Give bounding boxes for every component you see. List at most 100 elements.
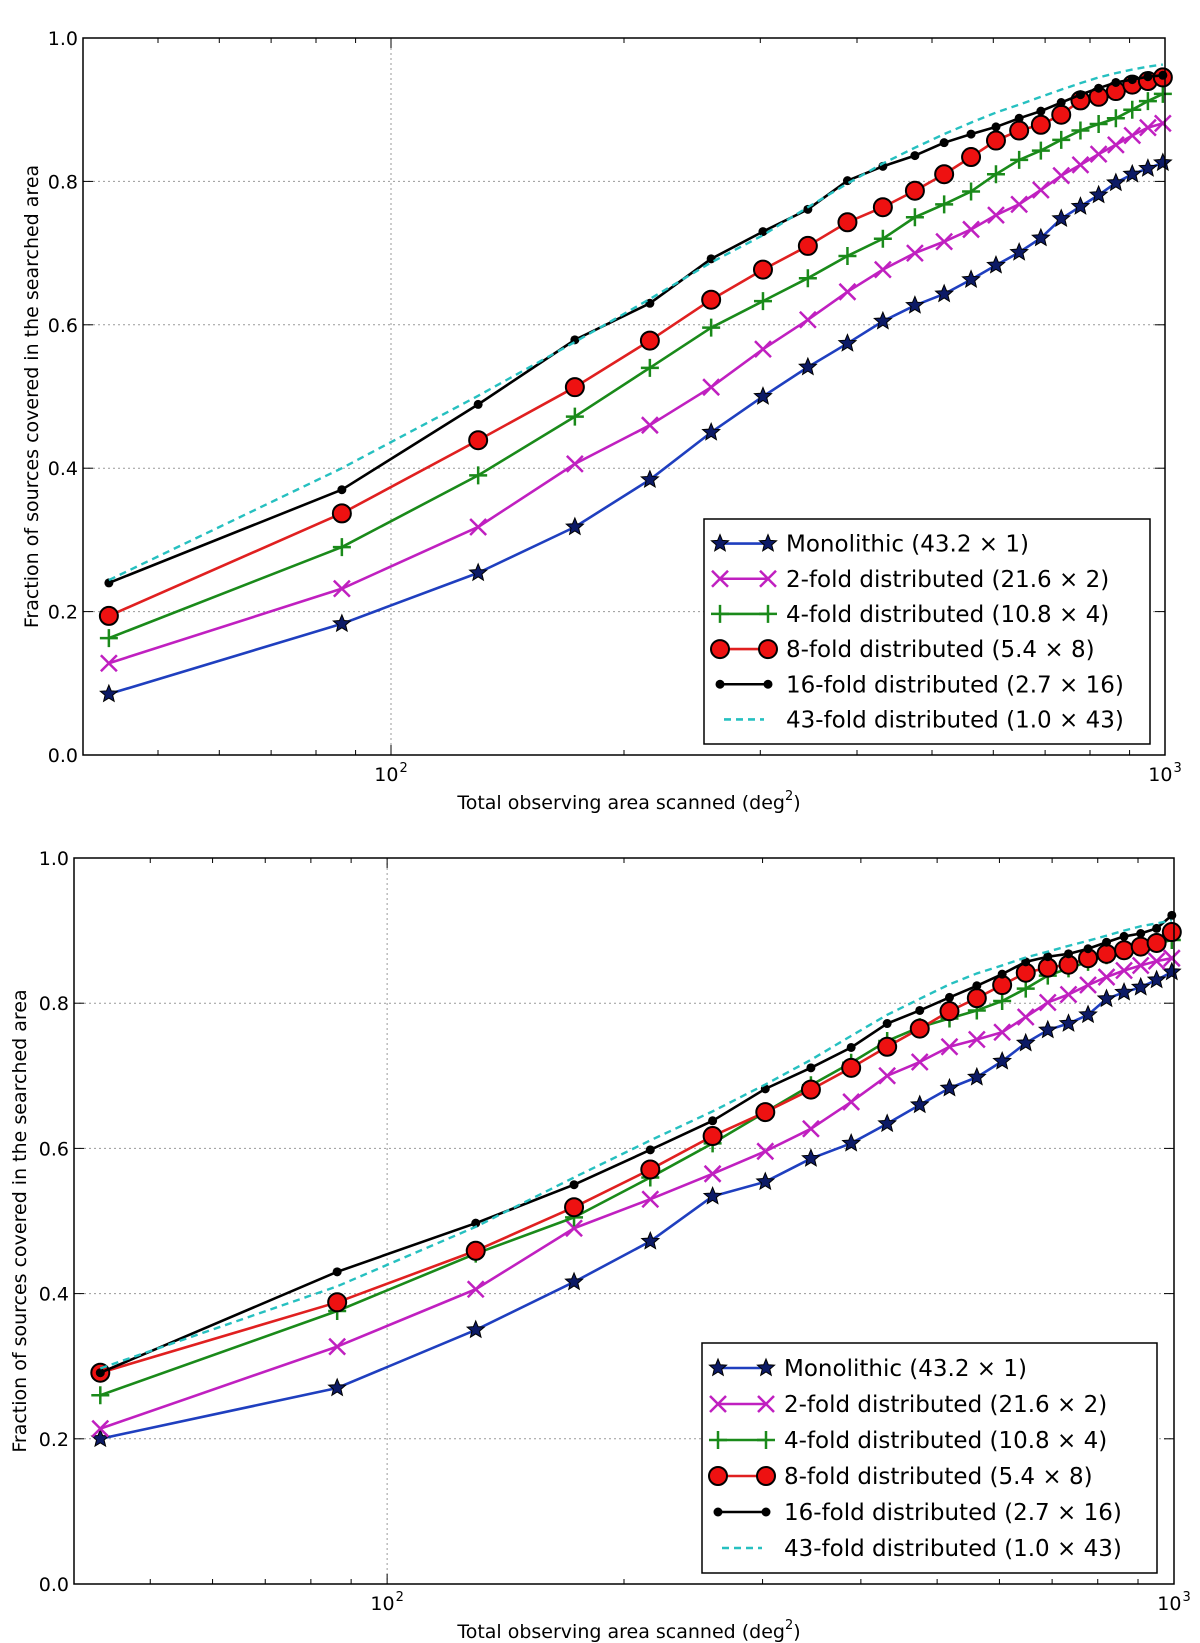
data-point (1052, 166, 1071, 185)
legend-label: 8-fold distributed (5.4 × 8) (784, 1464, 1093, 1490)
y-tick-label: 0.4 (48, 458, 78, 480)
data-point (993, 1023, 1012, 1042)
data-point (1070, 196, 1091, 215)
data-point (1038, 993, 1057, 1012)
data-point (939, 138, 949, 148)
legend-marker (758, 639, 778, 660)
data-point (473, 399, 483, 409)
legend-marker (708, 1466, 728, 1486)
data-point (640, 469, 660, 489)
data-point (328, 1337, 347, 1356)
data-point (1058, 954, 1079, 975)
data-point (904, 180, 925, 201)
data-point (1138, 92, 1157, 111)
data-point (1130, 976, 1151, 996)
legend-marker (715, 679, 725, 689)
data-point (1139, 118, 1157, 137)
series-line (99, 938, 1173, 1397)
series-none (108, 63, 1164, 582)
data-point (985, 130, 1006, 151)
data-point (962, 182, 981, 201)
data-point (465, 1319, 486, 1339)
data-point (1147, 952, 1166, 970)
data-point (1096, 988, 1117, 1008)
legend-marker (756, 1357, 776, 1377)
data-point (331, 503, 352, 524)
data-point (801, 1148, 821, 1167)
data-point (1031, 141, 1050, 160)
data-point (935, 232, 954, 251)
x-tick-label: 102 (370, 1590, 403, 1615)
data-point (104, 578, 114, 588)
data-point (939, 1001, 960, 1022)
legend-marker (759, 604, 777, 623)
y-tick-label: 1.0 (48, 28, 78, 50)
data-point (1146, 969, 1167, 989)
data-point (873, 229, 892, 248)
y-tick-label: 0.4 (39, 1284, 69, 1306)
data-point (1075, 90, 1085, 100)
data-point (1009, 120, 1030, 141)
data-point (841, 1057, 862, 1078)
series-dot (104, 70, 1168, 588)
data-point (905, 208, 924, 227)
data-point (877, 1113, 897, 1133)
data-point (910, 1053, 929, 1071)
series-none (99, 919, 1173, 1370)
data-point (1143, 72, 1153, 82)
legend-marker (759, 569, 777, 588)
plot-frame (73, 857, 1175, 1585)
data-point (564, 377, 585, 398)
data-point (469, 518, 488, 536)
data-point (1138, 158, 1158, 177)
data-point (1051, 104, 1072, 125)
data-point (639, 330, 660, 351)
legend-marker (709, 1395, 727, 1413)
data-point (1152, 923, 1162, 933)
data-point (1021, 957, 1031, 967)
data-point (1010, 195, 1029, 214)
data-point (1014, 113, 1024, 123)
legend: Monolithic (43.2 × 1) 2-fold distributed … (703, 518, 1151, 745)
data-point (1058, 1013, 1079, 1032)
data-point (962, 220, 980, 239)
series-line (99, 930, 1173, 1374)
data-point (641, 1190, 660, 1209)
data-point (992, 1050, 1012, 1070)
data-point (838, 246, 857, 265)
legend-marker (756, 1466, 776, 1486)
data-point (935, 195, 954, 214)
data-point (1071, 121, 1090, 140)
data-point (1015, 1032, 1036, 1052)
data-point (565, 455, 584, 473)
data-point (564, 1197, 585, 1218)
data-point (1083, 944, 1093, 954)
data-point (1030, 114, 1051, 135)
data-point (972, 981, 982, 991)
data-point (1051, 208, 1072, 228)
data-point (1031, 227, 1051, 247)
data-point (332, 613, 352, 633)
data-point (337, 485, 347, 495)
data-point (640, 416, 659, 435)
data-point (1167, 910, 1177, 920)
y-tick-label: 0.2 (39, 1429, 69, 1451)
data-point (906, 244, 924, 262)
data-point (702, 378, 721, 397)
data-point (1037, 1019, 1058, 1039)
data-point (1123, 100, 1142, 119)
data-point (838, 282, 857, 301)
y-tick-label: 0.6 (39, 1138, 69, 1160)
data-point (91, 1419, 110, 1438)
data-point (986, 165, 1005, 184)
data-point (468, 562, 488, 582)
legend-label: 4-fold distributed (10.8 × 4) (786, 602, 1109, 628)
data-point (910, 151, 920, 161)
y-axis-label: Fraction of sources covered in the searc… (21, 165, 43, 628)
data-point (1079, 976, 1097, 994)
y-tick-label: 0.8 (48, 171, 78, 193)
x-tick-label: 103 (1148, 761, 1181, 786)
data-point (99, 683, 119, 703)
data-point (873, 260, 892, 279)
legend-label: 2-fold distributed (21.6 × 2) (786, 567, 1109, 593)
